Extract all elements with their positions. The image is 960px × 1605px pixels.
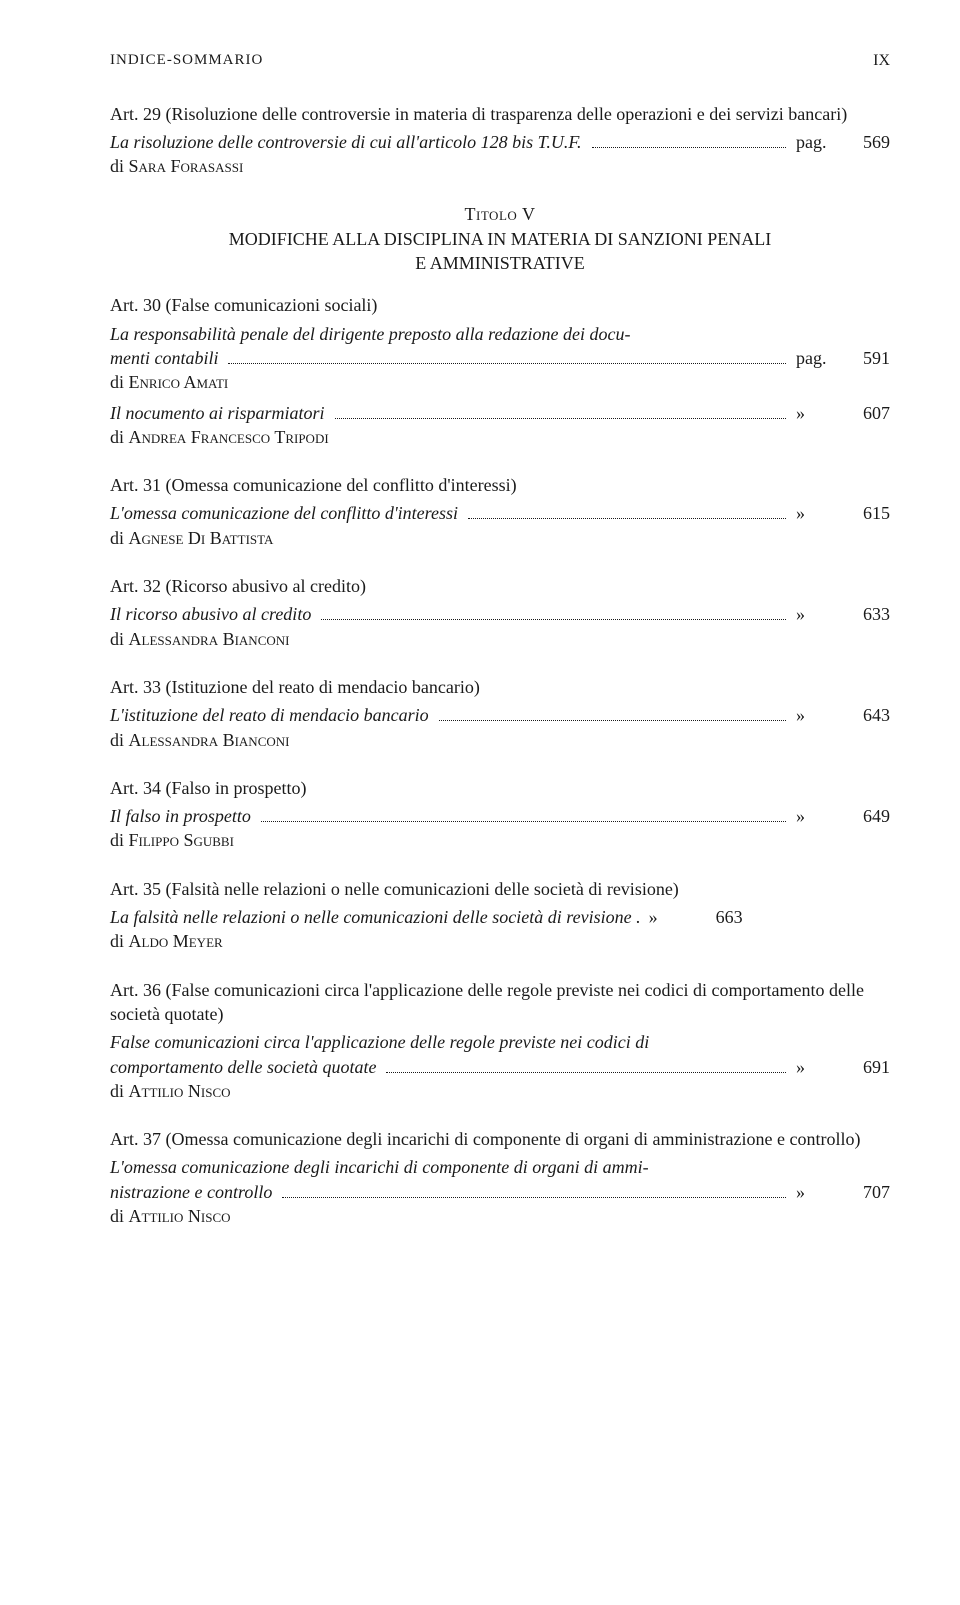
leader-dots bbox=[321, 605, 786, 620]
page-marker: » bbox=[796, 703, 834, 727]
entry-title-line2: comportamento delle società quotate bbox=[110, 1055, 376, 1079]
entry-title: Il ricorso abusivo al credito bbox=[110, 602, 311, 626]
entry-title-line1: L'omessa comunicazione degli incarichi d… bbox=[110, 1155, 890, 1179]
leader-dots bbox=[261, 807, 786, 822]
page-marker: » bbox=[796, 804, 834, 828]
page-marker: pag. bbox=[796, 130, 834, 154]
entry-art-35: Art. 35 (Falsità nelle relazioni o nelle… bbox=[110, 877, 890, 954]
author-name: Andrea Francesco Tripodi bbox=[129, 427, 329, 447]
page-number: 649 bbox=[842, 804, 890, 828]
page-marker: » bbox=[796, 501, 834, 525]
page-number: 633 bbox=[842, 602, 890, 626]
titolo-block: Titolo V MODIFICHE ALLA DISCIPLINA IN MA… bbox=[110, 202, 890, 275]
entry-art-37: Art. 37 (Omessa comunicazione degli inca… bbox=[110, 1127, 890, 1228]
entry-title: La risoluzione delle controversie di cui… bbox=[110, 130, 582, 154]
author-prefix: di bbox=[110, 156, 129, 176]
entry-art-33: Art. 33 (Istituzione del reato di mendac… bbox=[110, 675, 890, 752]
page-number: 643 bbox=[842, 703, 890, 727]
author-name: Attilio Nisco bbox=[129, 1206, 231, 1226]
art-label: Art. 37 (Omessa comunicazione degli inca… bbox=[110, 1127, 890, 1151]
entry-title-line2: nistrazione e controllo bbox=[110, 1180, 272, 1204]
leader-dots bbox=[386, 1057, 786, 1072]
page-marker: » bbox=[649, 905, 687, 929]
entry-art-32: Art. 32 (Ricorso abusivo al credito) Il … bbox=[110, 574, 890, 651]
author-line: di Agnese Di Battista bbox=[110, 526, 890, 550]
entry-art-31: Art. 31 (Omessa comunicazione del confli… bbox=[110, 473, 890, 550]
page-marker: » bbox=[796, 1055, 834, 1079]
page-number-roman: IX bbox=[873, 50, 890, 72]
author-name: Alessandra Bianconi bbox=[129, 730, 290, 750]
author-line: di Aldo Meyer bbox=[110, 929, 890, 953]
art-label: Art. 29 (Risoluzione delle controversie … bbox=[110, 102, 890, 126]
author-line: di Filippo Sgubbi bbox=[110, 828, 890, 852]
page-number: 591 bbox=[842, 346, 890, 370]
author-line: di Sara Forasassi bbox=[110, 154, 890, 178]
titolo-line-1: Titolo V bbox=[110, 202, 890, 226]
author-line: di Enrico Amati bbox=[110, 370, 890, 394]
leader-dots bbox=[439, 706, 786, 721]
page-number: 707 bbox=[842, 1180, 890, 1204]
author-prefix: di bbox=[110, 372, 129, 392]
titolo-line-2: MODIFICHE ALLA DISCIPLINA IN MATERIA DI … bbox=[110, 227, 890, 251]
author-line: di Alessandra Bianconi bbox=[110, 627, 890, 651]
art-label: Art. 32 (Ricorso abusivo al credito) bbox=[110, 574, 890, 598]
leader-dots bbox=[335, 403, 787, 418]
author-prefix: di bbox=[110, 629, 129, 649]
entry-title: La falsità nelle relazioni o nelle comun… bbox=[110, 905, 641, 929]
author-prefix: di bbox=[110, 931, 129, 951]
art-label: Art. 33 (Istituzione del reato di mendac… bbox=[110, 675, 890, 699]
entry-art-36: Art. 36 (False comunicazioni circa l'app… bbox=[110, 978, 890, 1103]
entry-art-29: Art. 29 (Risoluzione delle controversie … bbox=[110, 102, 890, 179]
author-line: di Andrea Francesco Tripodi bbox=[110, 425, 890, 449]
entry-title: L'istituzione del reato di mendacio banc… bbox=[110, 703, 429, 727]
page-marker: » bbox=[796, 602, 834, 626]
entry-title-line2: menti contabili bbox=[110, 346, 218, 370]
author-line: di Attilio Nisco bbox=[110, 1204, 890, 1228]
author-prefix: di bbox=[110, 528, 129, 548]
page-number: 691 bbox=[842, 1055, 890, 1079]
author-name: Alessandra Bianconi bbox=[129, 629, 290, 649]
titolo-line-3: E AMMINISTRATIVE bbox=[110, 251, 890, 275]
entry-art-34: Art. 34 (Falso in prospetto) Il falso in… bbox=[110, 776, 890, 853]
art-label: Art. 30 (False comunicazioni sociali) bbox=[110, 293, 890, 317]
page-marker: pag. bbox=[796, 346, 834, 370]
leader-dots bbox=[228, 349, 786, 364]
page-number: 663 bbox=[695, 905, 743, 929]
art-label: Art. 31 (Omessa comunicazione del confli… bbox=[110, 473, 890, 497]
author-name: Attilio Nisco bbox=[129, 1081, 231, 1101]
leader-dots bbox=[282, 1182, 786, 1197]
author-name: Enrico Amati bbox=[129, 372, 229, 392]
art-label: Art. 34 (Falso in prospetto) bbox=[110, 776, 890, 800]
author-name: Aldo Meyer bbox=[129, 931, 223, 951]
running-head: INDICE-SOMMARIO bbox=[110, 50, 263, 72]
author-name: Agnese Di Battista bbox=[129, 528, 274, 548]
author-prefix: di bbox=[110, 730, 129, 750]
author-name: Filippo Sgubbi bbox=[129, 830, 234, 850]
author-prefix: di bbox=[110, 427, 129, 447]
author-name: Sara Forasassi bbox=[129, 156, 244, 176]
author-prefix: di bbox=[110, 830, 129, 850]
page-number: 615 bbox=[842, 501, 890, 525]
page-number: 569 bbox=[842, 130, 890, 154]
author-prefix: di bbox=[110, 1081, 129, 1101]
entry-title: Il falso in prospetto bbox=[110, 804, 251, 828]
author-line: di Attilio Nisco bbox=[110, 1079, 890, 1103]
author-line: di Alessandra Bianconi bbox=[110, 728, 890, 752]
entry-art-30: Art. 30 (False comunicazioni sociali) La… bbox=[110, 293, 890, 449]
art-label: Art. 35 (Falsità nelle relazioni o nelle… bbox=[110, 877, 890, 901]
entry-subtitle: Il nocumento ai risparmiatori bbox=[110, 401, 325, 425]
art-label: Art. 36 (False comunicazioni circa l'app… bbox=[110, 978, 890, 1027]
leader-dots bbox=[468, 504, 786, 519]
entry-title: L'omessa comunicazione del conflitto d'i… bbox=[110, 501, 458, 525]
author-prefix: di bbox=[110, 1206, 129, 1226]
page-number: 607 bbox=[842, 401, 890, 425]
leader-dots bbox=[592, 133, 787, 148]
entry-title-line1: La responsabilità penale del dirigente p… bbox=[110, 322, 890, 346]
page-marker: » bbox=[796, 1180, 834, 1204]
entry-title-line1: False comunicazioni circa l'applicazione… bbox=[110, 1030, 890, 1054]
page-marker: » bbox=[796, 401, 834, 425]
